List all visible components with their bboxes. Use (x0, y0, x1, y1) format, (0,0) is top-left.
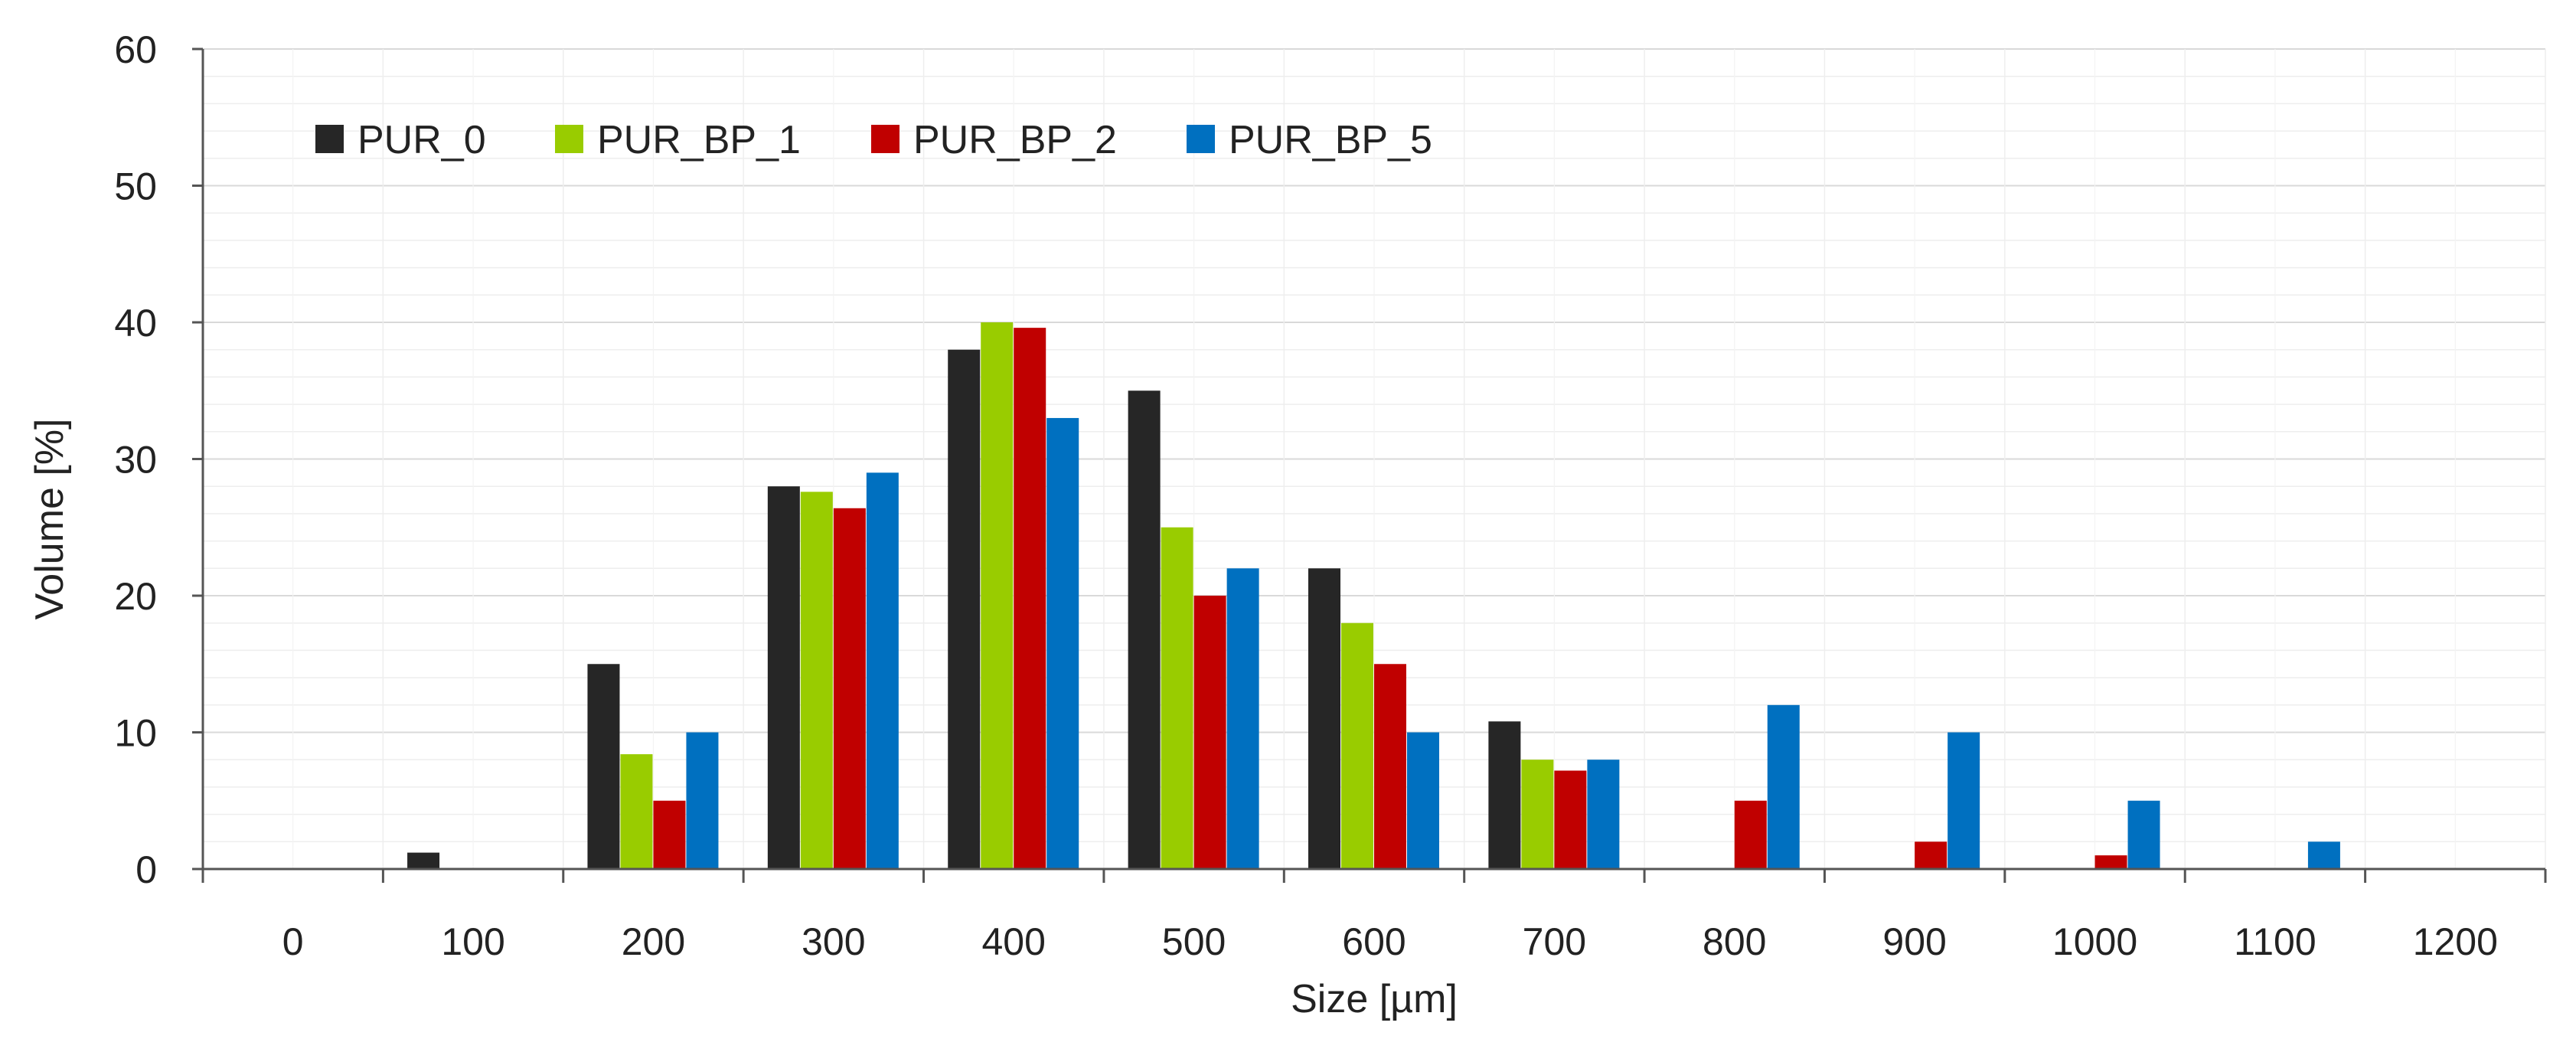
x-tick-label: 900 (1882, 920, 1946, 963)
bar-pur-0-200 (587, 664, 620, 869)
axes (192, 47, 2547, 883)
y-tick-label: 0 (135, 848, 157, 891)
bar-pur-bp-5-200 (686, 732, 719, 869)
x-axis-title: Size [µm] (1291, 977, 1458, 1021)
bar-pur-bp-5-600 (1407, 732, 1439, 869)
bar-pur-bp-1-700 (1521, 760, 1554, 869)
bar-pur-bp-1-200 (620, 754, 653, 869)
bar-pur-bp-2-1000 (2094, 855, 2127, 869)
x-tick-label: 700 (1523, 920, 1586, 963)
bar-pur-0-500 (1128, 390, 1161, 869)
legend: PUR_0 PUR_BP_1 PUR_BP_2 PUR_BP_5 (315, 118, 1432, 162)
bar-pur-bp-5-900 (1948, 732, 1980, 869)
x-tick-label: 0 (282, 920, 304, 963)
x-tick-label: 800 (1703, 920, 1766, 963)
bar-pur-bp-1-600 (1341, 622, 1373, 869)
legend-swatch (315, 125, 344, 153)
x-tick-label: 1100 (2234, 920, 2316, 963)
x-tick-label: 1200 (2413, 920, 2498, 963)
x-tick-label: 600 (1342, 920, 1406, 963)
bars (407, 322, 2340, 869)
bar-pur-0-400 (948, 349, 981, 869)
bar-pur-bp-2-400 (1014, 328, 1046, 869)
bar-pur-bp-5-500 (1226, 568, 1259, 869)
bar-pur-bp-5-700 (1587, 760, 1620, 869)
legend-label: PUR_BP_2 (913, 118, 1117, 162)
y-tick-label: 10 (114, 712, 157, 755)
x-tick-label: 200 (622, 920, 685, 963)
x-tick-label: 100 (441, 920, 504, 963)
bar-pur-bp-2-900 (1915, 841, 1948, 869)
bar-pur-bp-2-200 (653, 800, 686, 869)
bar-pur-bp-5-1000 (2127, 800, 2160, 869)
bar-pur-bp-5-1100 (2307, 841, 2340, 869)
x-tick-label: 500 (1162, 920, 1226, 963)
bar-pur-bp-2-500 (1193, 596, 1226, 869)
bar-pur-bp-1-400 (981, 322, 1014, 869)
legend-swatch (871, 125, 899, 153)
legend-label: PUR_BP_5 (1229, 118, 1432, 162)
bar-pur-bp-2-300 (833, 508, 866, 869)
bar-pur-bp-5-300 (866, 472, 899, 869)
bar-pur-bp-2-600 (1374, 664, 1406, 869)
legend-label: PUR_BP_1 (597, 118, 801, 162)
bar-pur-bp-2-800 (1734, 800, 1767, 869)
bar-pur-bp-5-400 (1046, 417, 1079, 869)
y-axis-title: Volume [%] (28, 418, 72, 619)
x-tick-label: 1000 (2052, 920, 2137, 963)
y-tick-label: 40 (114, 302, 157, 345)
bar-pur-0-300 (767, 486, 800, 869)
bar-pur-bp-1-300 (800, 492, 833, 869)
bar-pur-0-100 (407, 852, 440, 869)
y-tick-label: 50 (114, 165, 157, 208)
y-tick-label: 20 (114, 575, 157, 618)
legend-swatch (1187, 125, 1215, 153)
bar-pur-bp-2-700 (1554, 770, 1587, 869)
legend-label: PUR_0 (358, 118, 486, 162)
x-tick-label: 400 (982, 920, 1046, 963)
bar-pur-bp-1-500 (1161, 527, 1193, 869)
y-tick-label: 30 (114, 439, 157, 482)
bar-pur-0-700 (1488, 721, 1521, 869)
bar-pur-bp-5-800 (1767, 704, 1800, 869)
bar-pur-0-600 (1308, 568, 1340, 869)
x-tick-label: 300 (802, 920, 865, 963)
y-tick-label: 60 (114, 28, 157, 71)
legend-swatch (555, 125, 583, 153)
y-tick-labels: 0 10 20 30 40 50 60 (114, 28, 157, 891)
x-tick-labels: 0 100 200 300 400 500 600 700 800 900 1000 1100 1200 (282, 920, 2498, 963)
